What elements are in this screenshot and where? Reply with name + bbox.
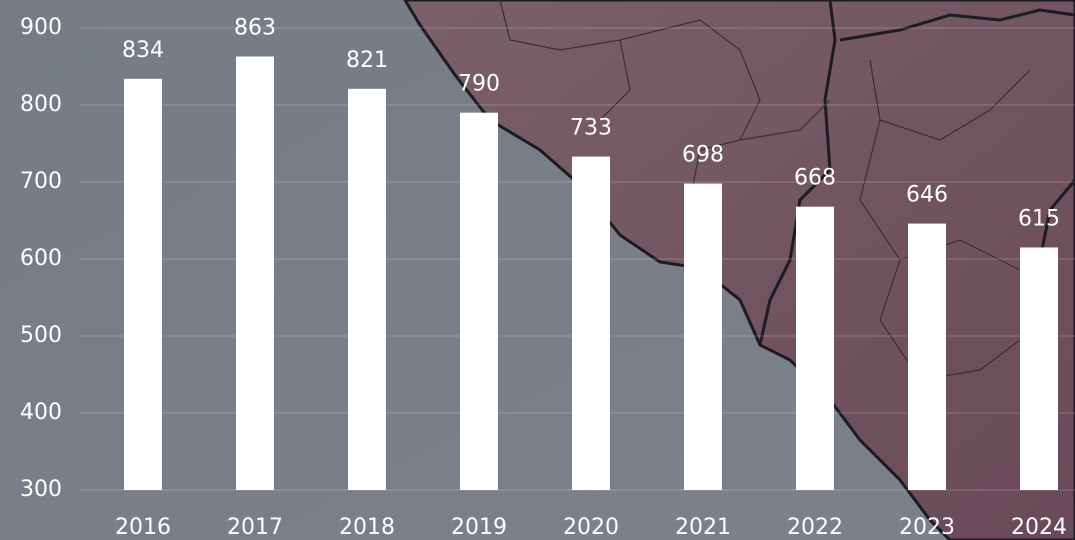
value-label: 790 [458, 72, 500, 97]
value-label: 834 [122, 38, 164, 63]
value-label: 646 [906, 183, 948, 208]
x-tick-label: 2018 [339, 515, 395, 540]
value-label: 615 [1018, 206, 1060, 231]
x-tick-label: 2016 [115, 515, 171, 540]
x-tick-label: 2024 [1011, 515, 1067, 540]
map-shape [403, 0, 1075, 540]
map-regions [499, 0, 1031, 381]
bar [348, 88, 386, 490]
y-tick-label: 700 [20, 169, 62, 194]
value-label: 821 [346, 48, 388, 73]
y-tick-label: 600 [20, 246, 62, 271]
x-tick-label: 2022 [787, 515, 843, 540]
value-label: 733 [570, 116, 612, 141]
x-tick-label: 2017 [227, 515, 283, 540]
x-tick-label: 2020 [563, 515, 619, 540]
value-label: 668 [794, 166, 836, 191]
x-tick-label: 2019 [451, 515, 507, 540]
bar [572, 156, 610, 490]
bar [124, 78, 162, 490]
bar [1020, 247, 1058, 490]
bar [460, 112, 498, 490]
x-tick-label: 2021 [675, 515, 731, 540]
bar [908, 223, 946, 490]
x-tick-label: 2023 [899, 515, 955, 540]
y-tick-label: 900 [20, 15, 62, 40]
y-tick-label: 400 [20, 400, 62, 425]
value-label: 863 [234, 15, 276, 40]
value-label: 698 [682, 143, 724, 168]
bar [236, 56, 274, 491]
y-tick-label: 800 [20, 92, 62, 117]
y-tick-label: 300 [20, 477, 62, 502]
y-tick-label: 500 [20, 323, 62, 348]
bar [796, 206, 834, 490]
bar [684, 183, 722, 491]
